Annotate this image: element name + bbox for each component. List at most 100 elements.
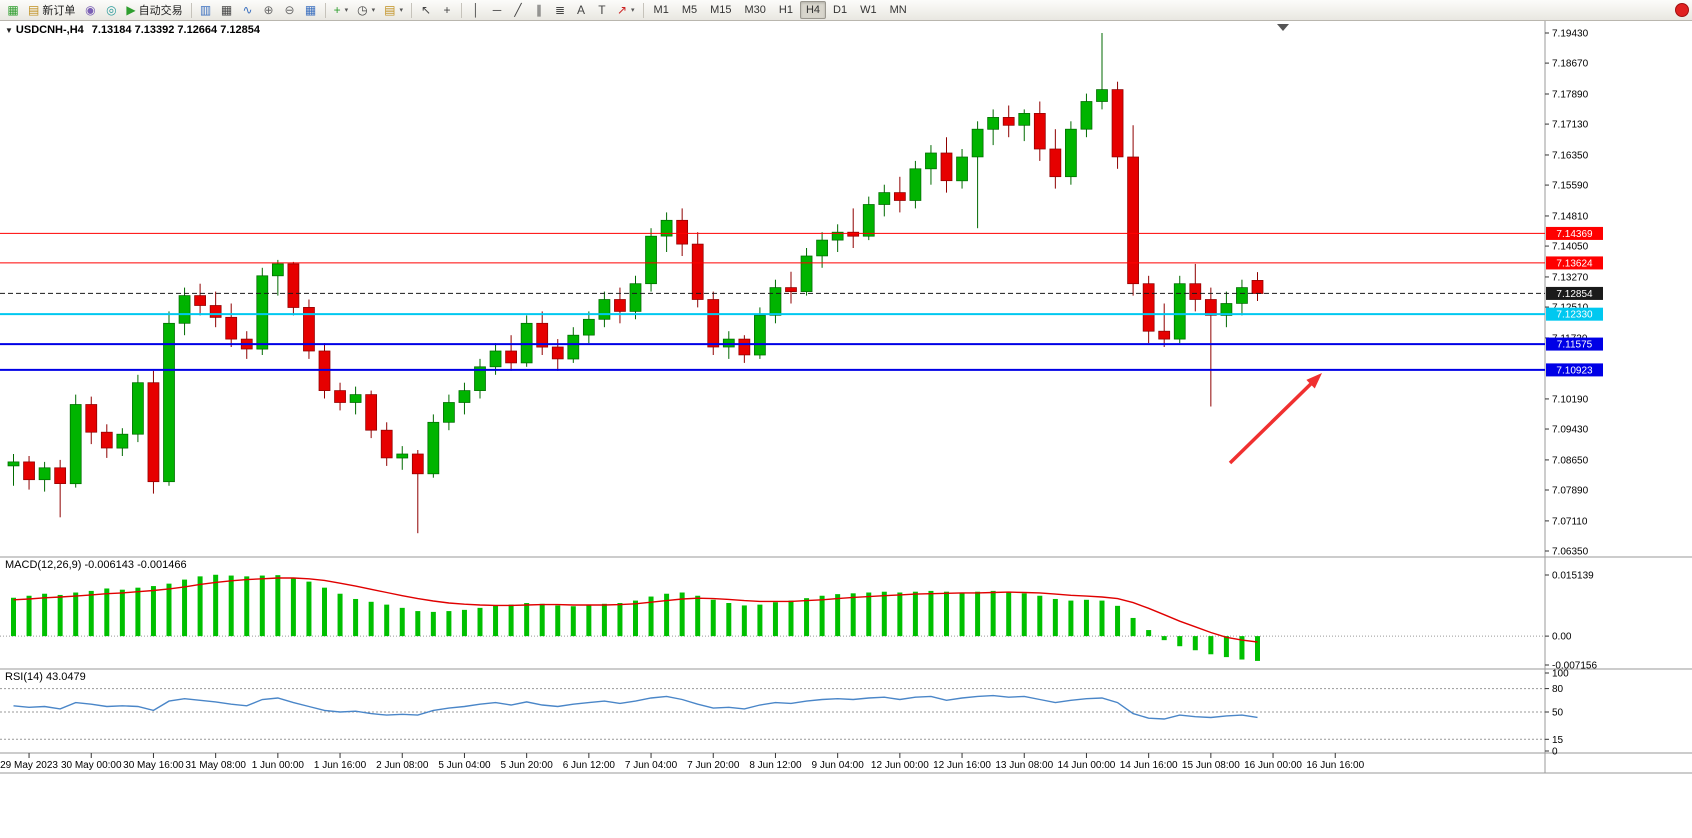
candle-body bbox=[287, 263, 300, 308]
macd-bar bbox=[415, 611, 421, 637]
macd-bar bbox=[726, 603, 732, 637]
templates-button[interactable]: ▤ ▾ bbox=[380, 1, 407, 19]
cursor-button[interactable]: ↖ bbox=[416, 1, 436, 19]
price-tag[interactable] bbox=[1546, 363, 1603, 377]
candle-body bbox=[582, 318, 595, 336]
macd-bar bbox=[539, 603, 545, 637]
chart-shift-marker[interactable] bbox=[1277, 24, 1289, 31]
candle-body bbox=[178, 295, 191, 324]
candle-body bbox=[505, 350, 517, 364]
timeframe-m5-button[interactable]: M5 bbox=[676, 1, 703, 19]
timeframe-m1-button[interactable]: M1 bbox=[648, 1, 675, 19]
label-button[interactable]: T bbox=[592, 1, 612, 19]
candle-body bbox=[1018, 113, 1031, 126]
price-tag-text: 7.12854 bbox=[1556, 289, 1593, 300]
line-chart-button[interactable]: ∿ bbox=[238, 1, 258, 19]
autotrading-button[interactable]: ▶ 自动交易 bbox=[122, 1, 186, 19]
trendline-icon: ╱ bbox=[514, 3, 522, 17]
macd-bar bbox=[337, 593, 343, 637]
crosshair-button[interactable]: + bbox=[437, 1, 457, 19]
candle-body bbox=[303, 307, 315, 352]
price-axis-label: 7.19430 bbox=[1552, 29, 1589, 40]
price-tag[interactable] bbox=[1546, 256, 1603, 270]
macd-bar bbox=[119, 589, 125, 637]
macd-bar bbox=[1068, 600, 1074, 637]
one-click-trading-toggle[interactable]: ▼ bbox=[5, 26, 13, 35]
tile-windows-button[interactable]: ▦ bbox=[301, 1, 321, 19]
macd-bar bbox=[648, 596, 654, 637]
candle-body bbox=[1204, 299, 1217, 316]
price-tag[interactable] bbox=[1546, 286, 1603, 300]
candle-body bbox=[691, 243, 704, 300]
candle-body bbox=[100, 431, 113, 449]
candlestick-chart-button[interactable]: ▦ bbox=[217, 1, 237, 19]
price-axis-label: 7.17130 bbox=[1552, 120, 1589, 131]
candle-body bbox=[1033, 113, 1046, 150]
macd-bar bbox=[633, 600, 638, 637]
dropdown-arrow-icon: ▾ bbox=[399, 7, 403, 14]
signals-button[interactable]: ◎ bbox=[101, 1, 121, 19]
new-order-button[interactable]: ▤ 新订单 bbox=[24, 1, 79, 19]
macd-bar bbox=[88, 590, 94, 637]
candle-body bbox=[1220, 303, 1233, 316]
timeframe-mn-button[interactable]: MN bbox=[884, 1, 913, 19]
time-axis-label: 2 Jun 08:00 bbox=[376, 760, 429, 771]
zoom-out-button[interactable]: ⊖ bbox=[280, 1, 300, 19]
text-button[interactable]: A bbox=[571, 1, 591, 19]
channel-button[interactable]: ∥ bbox=[529, 1, 549, 19]
macd-bar bbox=[213, 574, 219, 637]
candle-body bbox=[769, 287, 782, 316]
indicators-button[interactable]: + ▾ bbox=[330, 1, 353, 19]
crosshair-icon: + bbox=[443, 3, 451, 17]
candle-body bbox=[1049, 148, 1062, 178]
toolbar-separator bbox=[410, 2, 412, 18]
timeframe-h1-button[interactable]: H1 bbox=[773, 1, 799, 19]
candle-body bbox=[147, 382, 160, 483]
candle-body bbox=[349, 394, 362, 403]
macd-bar bbox=[1099, 600, 1105, 637]
timeframe-m30-button[interactable]: M30 bbox=[739, 1, 772, 19]
candle-body bbox=[629, 283, 642, 312]
trend-arrow-head[interactable] bbox=[1306, 373, 1322, 389]
time-axis-label: 16 Jun 00:00 bbox=[1244, 760, 1302, 771]
zoom-out-icon: ⊖ bbox=[284, 3, 295, 17]
market-watch-button[interactable]: ◉ bbox=[80, 1, 100, 19]
bar-chart-button[interactable]: ▥ bbox=[196, 1, 216, 19]
macd-bar bbox=[1208, 636, 1214, 655]
price-axis-label: 7.08650 bbox=[1552, 455, 1589, 466]
timeframe-w1-button[interactable]: W1 bbox=[854, 1, 883, 19]
price-tag[interactable] bbox=[1546, 337, 1603, 351]
price-tag[interactable] bbox=[1546, 307, 1603, 321]
candle-body bbox=[334, 390, 346, 403]
price-tag-text: 7.12330 bbox=[1556, 310, 1593, 321]
candle-body bbox=[256, 275, 269, 350]
macd-bar bbox=[1083, 599, 1089, 637]
price-axis-label: 7.17890 bbox=[1552, 89, 1589, 100]
arrows-button[interactable]: ↗ ▾ bbox=[613, 1, 639, 19]
trendline-button[interactable]: ╱ bbox=[508, 1, 528, 19]
chart-area: 7.19430 7.18670 7.17890 7.17130 7.16350 7.155… bbox=[0, 21, 1692, 838]
timeframe-h4-button[interactable]: H4 bbox=[799, 1, 827, 19]
zoom-in-button[interactable]: ⊕ bbox=[259, 1, 279, 19]
alert-icon[interactable] bbox=[1675, 3, 1689, 17]
trend-arrow-line[interactable] bbox=[1228, 378, 1317, 465]
vertical-line-button[interactable]: │ bbox=[466, 1, 486, 19]
macd-bar bbox=[73, 592, 79, 637]
candle-body bbox=[956, 156, 968, 182]
macd-bar bbox=[1037, 595, 1043, 637]
fibonacci-button[interactable]: ≣ bbox=[550, 1, 570, 19]
candle-body bbox=[1127, 156, 1139, 285]
macd-bar bbox=[1052, 598, 1058, 637]
candle-body bbox=[754, 315, 766, 356]
dropdown-arrow-icon: ▾ bbox=[371, 7, 376, 14]
macd-bar bbox=[1192, 636, 1198, 651]
dropdown-arrow-icon: ▾ bbox=[631, 7, 635, 14]
timeframe-d1-button[interactable]: D1 bbox=[827, 1, 853, 19]
macd-bar bbox=[290, 577, 296, 637]
periods-button[interactable]: ◷ ▾ bbox=[353, 1, 379, 19]
timeframe-m15-button[interactable]: M15 bbox=[704, 1, 737, 19]
horizontal-line-button[interactable]: ─ bbox=[487, 1, 507, 19]
new-chart-button[interactable]: ▦ bbox=[3, 1, 23, 19]
price-tag[interactable] bbox=[1546, 226, 1603, 240]
fibonacci-icon: ≣ bbox=[554, 3, 565, 17]
